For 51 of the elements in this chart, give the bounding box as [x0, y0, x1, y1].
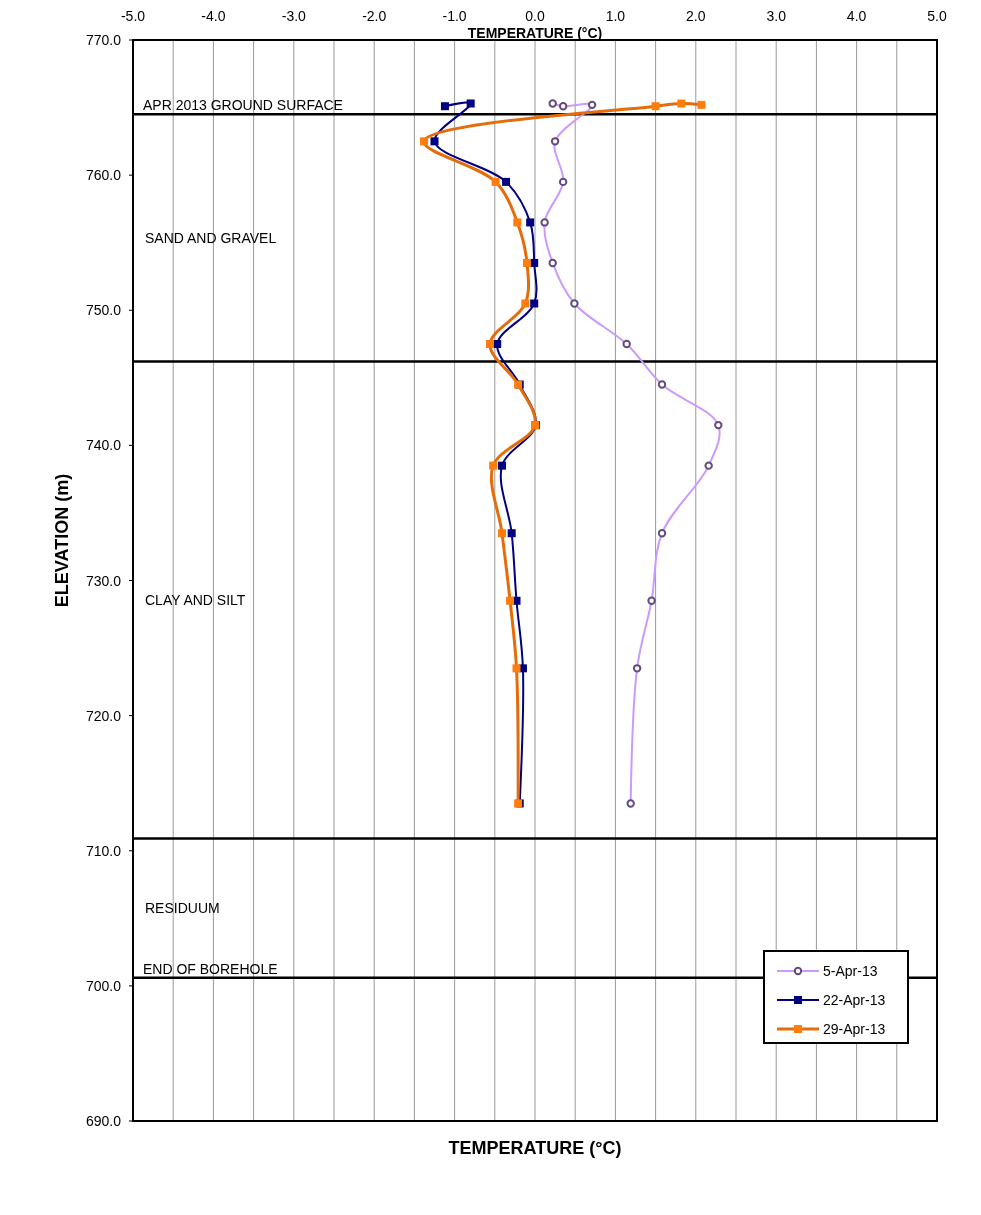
legend-label: 29-Apr-13: [823, 1021, 886, 1037]
x-tick-label: 5.0: [927, 8, 947, 24]
x-tick-label: -3.0: [281, 8, 307, 24]
point: [522, 258, 531, 267]
y-tick-label: 750.0: [85, 302, 122, 319]
point: [521, 299, 530, 308]
y-tick-label: 690.0: [85, 1113, 122, 1129]
y-tick-label: 700.0: [85, 977, 122, 994]
point: [498, 529, 507, 538]
annotation: SAND AND GRAVEL: [145, 229, 277, 246]
y-tick-label: 770.0: [85, 32, 122, 48]
point: [498, 461, 507, 470]
x-tick-label: 4.0: [846, 8, 867, 24]
y-tick-label: 730.0: [85, 572, 122, 589]
point: [513, 218, 522, 227]
x-tick-label: 1.0: [605, 8, 626, 24]
point: [491, 177, 500, 186]
x-tick-label: -2.0: [362, 8, 387, 24]
annotation: CLAY AND SILT: [145, 592, 246, 609]
point: [485, 340, 494, 349]
point: [502, 177, 511, 186]
point: [507, 529, 516, 538]
y-tick-label: 710.0: [85, 842, 122, 859]
y-tick-label: 760.0: [85, 167, 122, 184]
point: [506, 596, 515, 605]
x-axis-title: TEMPERATURE (°C): [448, 1138, 622, 1158]
x-tick-label: -4.0: [201, 8, 226, 24]
annotation: RESIDUUM: [145, 900, 220, 917]
point: [430, 137, 439, 146]
ref-line-label: END OF BOREHOLE: [143, 960, 278, 977]
x-tick-label: 2.0: [686, 8, 706, 24]
point: [512, 664, 521, 673]
point: [489, 461, 498, 470]
x-tick-label: -5.0: [120, 8, 146, 24]
point: [526, 218, 535, 227]
point: [440, 102, 449, 111]
x-tick-label: 0.0: [525, 8, 545, 24]
point: [466, 99, 475, 108]
point: [651, 102, 660, 111]
y-axis-title: ELEVATION (m): [52, 473, 72, 608]
point: [697, 100, 706, 109]
point: [530, 299, 539, 308]
y-tick-label: 740.0: [85, 437, 122, 454]
legend-label: 5-Apr-13: [823, 963, 878, 979]
point: [677, 99, 686, 108]
x-tick-label: 3.0: [766, 8, 787, 24]
ref-line-label: APR 2013 GROUND SURFACE: [143, 97, 343, 114]
legend-label: 22-Apr-13: [823, 992, 886, 1008]
x-tick-label: -1.0: [442, 8, 467, 24]
point: [420, 137, 429, 146]
y-tick-label: 720.0: [85, 707, 122, 724]
